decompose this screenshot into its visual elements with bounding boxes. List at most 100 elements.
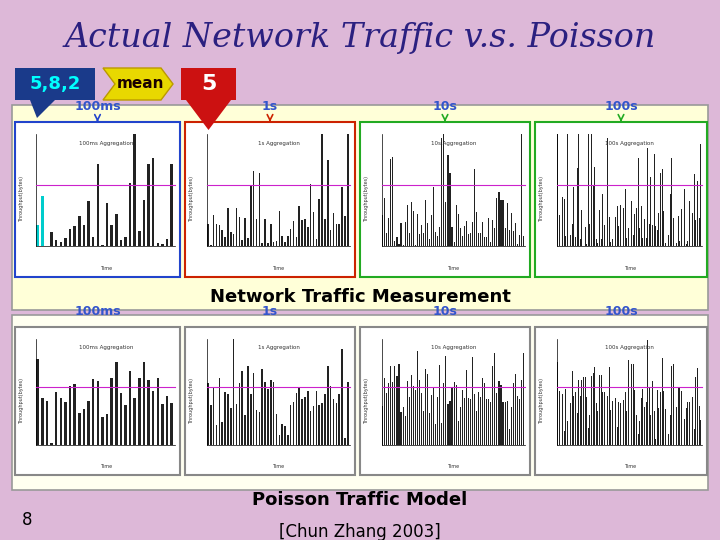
Bar: [400, 224, 402, 246]
Bar: [608, 367, 610, 446]
Bar: [573, 187, 575, 246]
Text: 1s Aggregation: 1s Aggregation: [258, 140, 300, 146]
Bar: [646, 402, 647, 446]
Bar: [409, 397, 410, 445]
Bar: [37, 359, 39, 445]
Bar: [230, 408, 232, 445]
Bar: [244, 218, 246, 246]
Bar: [233, 339, 235, 445]
Bar: [458, 214, 459, 246]
Bar: [692, 213, 693, 246]
Text: Time: Time: [99, 266, 112, 271]
Bar: [41, 397, 44, 446]
Bar: [258, 173, 260, 246]
Bar: [302, 220, 303, 246]
Text: Actual Network Traffic v.s. Poisson: Actual Network Traffic v.s. Poisson: [64, 22, 656, 54]
Bar: [567, 421, 568, 446]
Bar: [608, 217, 610, 246]
Bar: [238, 217, 240, 246]
Bar: [535, 327, 707, 475]
Bar: [478, 392, 479, 445]
Bar: [472, 222, 473, 246]
Bar: [120, 240, 122, 246]
Bar: [515, 374, 516, 446]
Bar: [439, 365, 441, 446]
Bar: [685, 408, 687, 445]
Bar: [101, 245, 104, 246]
Bar: [604, 226, 605, 246]
Bar: [247, 238, 248, 246]
Bar: [427, 224, 428, 246]
Bar: [264, 382, 266, 446]
Bar: [496, 393, 498, 446]
Bar: [233, 234, 235, 246]
Bar: [668, 235, 669, 246]
Bar: [171, 403, 173, 446]
Bar: [333, 213, 334, 246]
Text: Throughput(bytes): Throughput(bytes): [364, 177, 369, 222]
Text: Network Traffic Measurement: Network Traffic Measurement: [210, 288, 510, 306]
Text: 10s Aggregation: 10s Aggregation: [431, 140, 476, 146]
Bar: [129, 183, 131, 246]
Bar: [284, 427, 286, 446]
Bar: [185, 122, 355, 277]
Bar: [451, 388, 453, 445]
Bar: [449, 401, 451, 446]
Bar: [210, 405, 212, 446]
Bar: [336, 224, 337, 246]
Bar: [657, 389, 658, 445]
Bar: [690, 407, 691, 446]
Bar: [50, 443, 53, 445]
Bar: [634, 390, 635, 446]
Bar: [441, 423, 442, 446]
Bar: [333, 399, 334, 445]
Bar: [166, 239, 168, 246]
Bar: [156, 242, 159, 246]
Text: Time: Time: [624, 464, 636, 469]
Bar: [678, 387, 679, 446]
Bar: [296, 237, 297, 246]
Bar: [671, 158, 672, 246]
Bar: [315, 239, 318, 246]
Bar: [267, 389, 269, 445]
Bar: [586, 244, 587, 246]
Bar: [633, 364, 634, 446]
Bar: [15, 327, 180, 475]
Bar: [650, 177, 652, 246]
Bar: [646, 238, 647, 246]
Bar: [287, 237, 289, 246]
Bar: [676, 407, 677, 446]
Bar: [561, 389, 562, 446]
Bar: [310, 411, 312, 446]
Bar: [318, 405, 320, 446]
Bar: [636, 415, 637, 446]
Bar: [588, 134, 589, 246]
Text: mean: mean: [116, 77, 163, 91]
Polygon shape: [103, 68, 173, 100]
Bar: [207, 383, 209, 445]
Bar: [425, 369, 426, 445]
Bar: [565, 237, 566, 246]
Bar: [559, 215, 560, 246]
Bar: [413, 211, 414, 246]
Bar: [447, 155, 449, 246]
Bar: [694, 429, 695, 446]
Bar: [671, 366, 672, 445]
Bar: [125, 405, 127, 446]
Bar: [618, 402, 619, 446]
Text: Throughput(bytes): Throughput(bytes): [364, 378, 369, 424]
Bar: [482, 379, 483, 445]
Text: 100ms: 100ms: [74, 100, 121, 113]
Bar: [392, 382, 393, 446]
Bar: [689, 402, 690, 446]
Bar: [591, 134, 592, 246]
Bar: [230, 232, 232, 246]
Bar: [15, 122, 180, 277]
Bar: [421, 225, 422, 246]
Bar: [110, 378, 113, 446]
Bar: [484, 383, 485, 446]
Bar: [663, 391, 664, 446]
Bar: [360, 327, 530, 475]
Bar: [407, 205, 408, 246]
Bar: [690, 218, 691, 246]
